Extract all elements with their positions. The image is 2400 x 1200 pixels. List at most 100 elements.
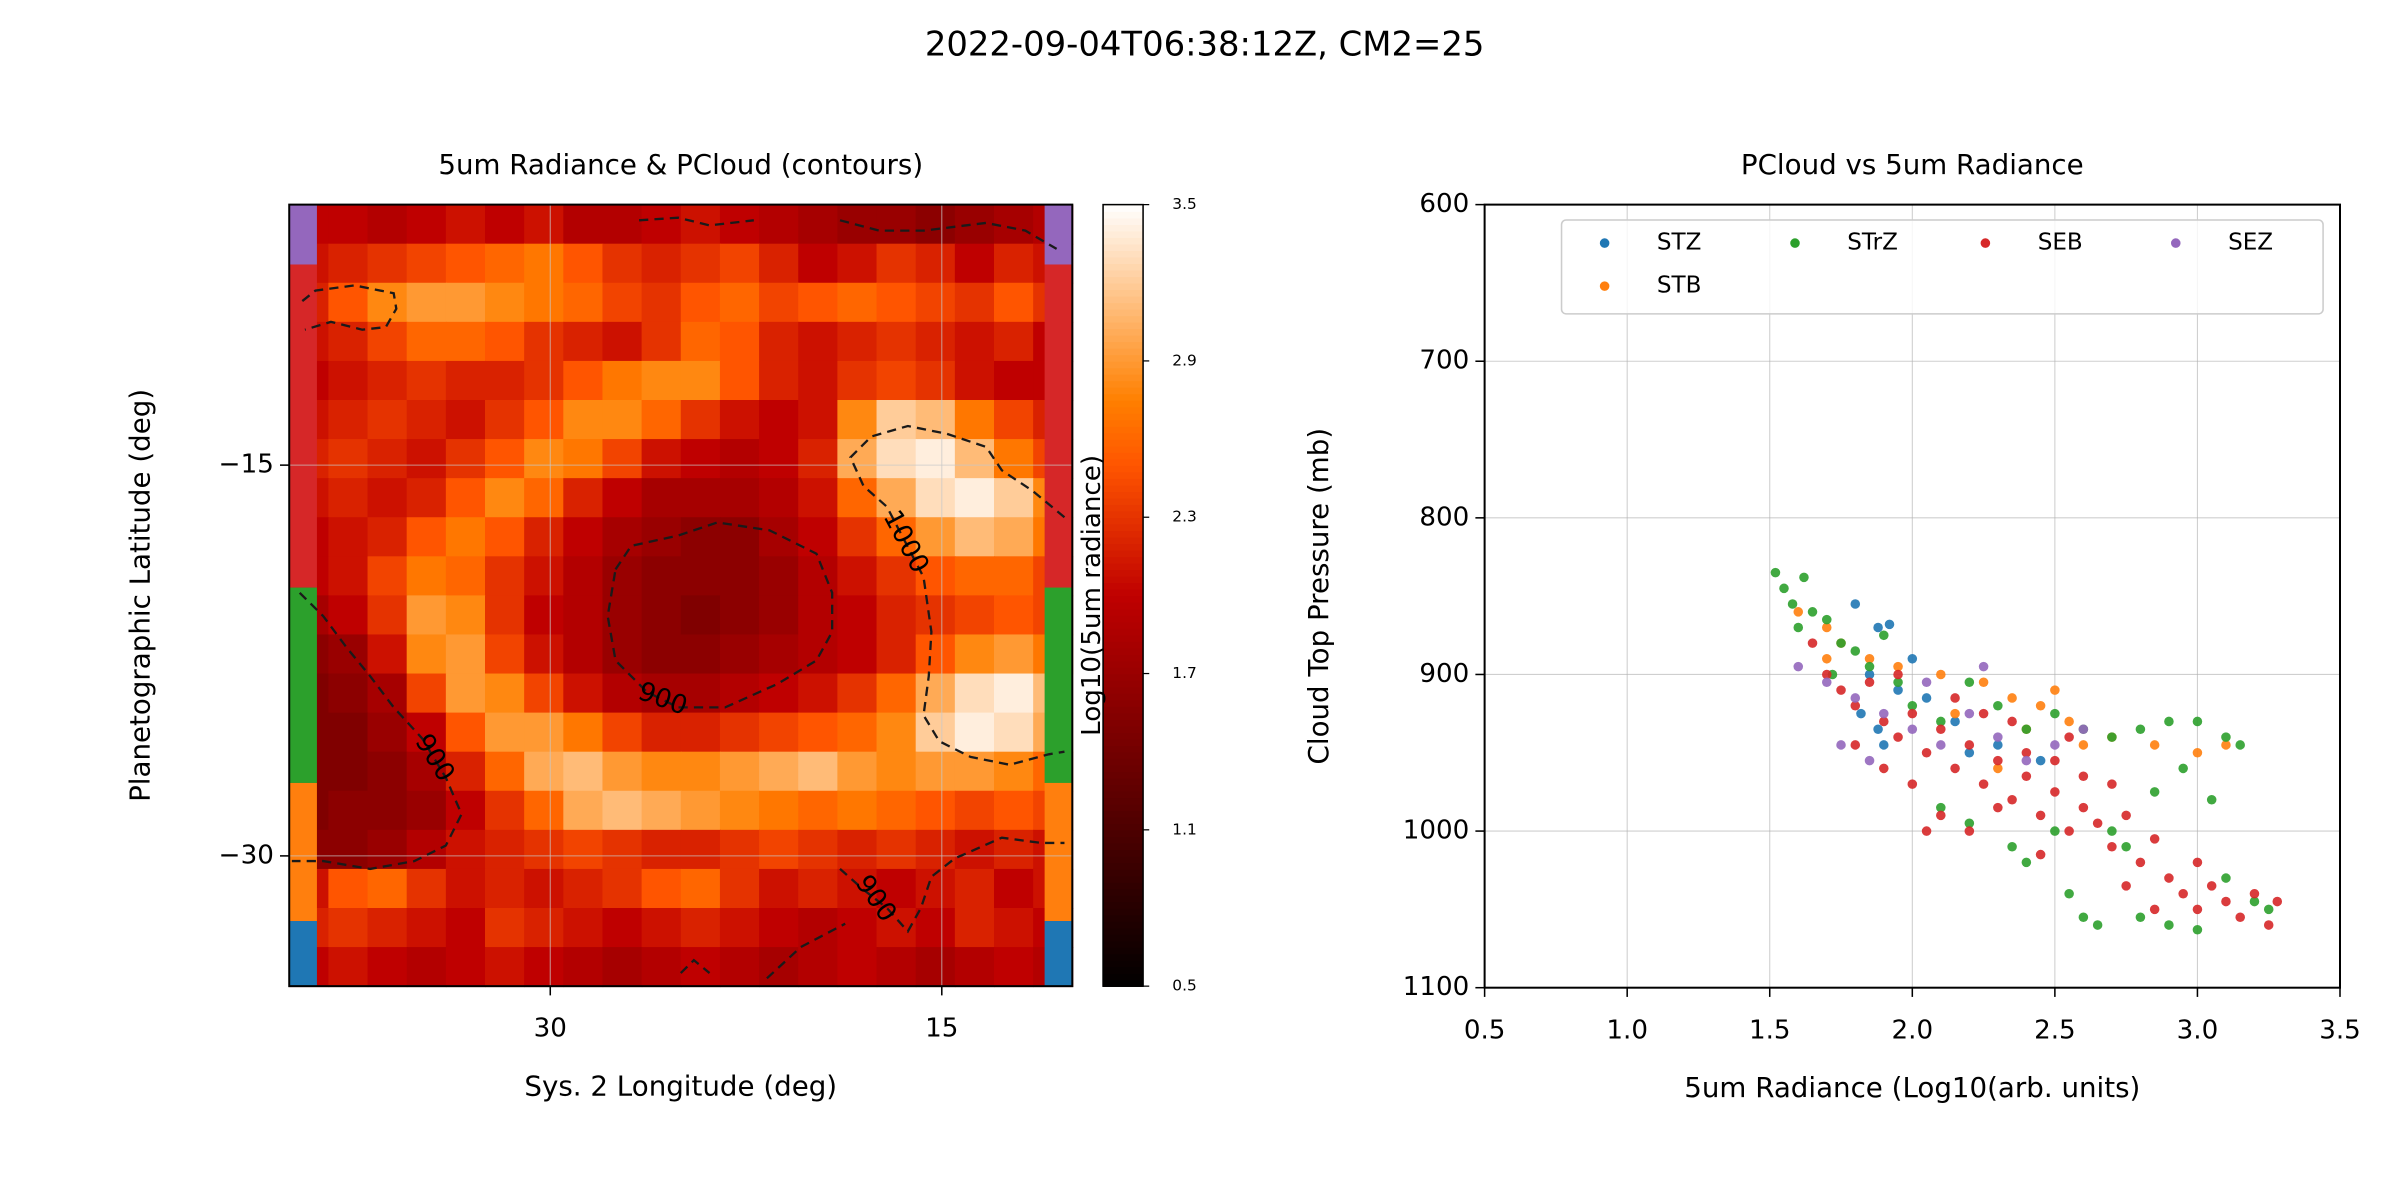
zone-strip	[1044, 782, 1073, 922]
heatmap-cell	[524, 634, 565, 675]
heatmap-cell	[406, 790, 447, 831]
scatter-point	[2007, 841, 2017, 852]
scatter-point	[1993, 763, 2003, 774]
heatmap-cell	[524, 868, 565, 909]
colorbar-slice	[1103, 465, 1144, 473]
heatmap-cell	[602, 751, 643, 792]
heatmap-cell	[680, 282, 721, 323]
x-tick-label: 0.5	[1464, 1015, 1506, 1045]
colorbar-slice	[1103, 523, 1144, 532]
scatter-point	[2107, 841, 2117, 852]
scatter-point	[1936, 669, 1946, 680]
scatter-point	[1779, 583, 1789, 594]
heatmap-cell	[798, 595, 839, 636]
scatter-point	[1964, 748, 1975, 758]
heatmap-cell	[485, 360, 526, 401]
heatmap-cell	[759, 439, 800, 480]
colorbar-slice	[1103, 452, 1144, 460]
heatmap-cell	[915, 517, 956, 558]
legend-marker	[1599, 281, 1610, 291]
heatmap-cell	[485, 204, 526, 245]
scatter-point	[2107, 732, 2117, 742]
heatmap-cell	[485, 478, 526, 519]
heatmap-cell	[798, 243, 839, 284]
scatter-point	[2221, 732, 2231, 742]
heatmap-cell	[798, 517, 839, 558]
scatter-point	[1850, 701, 1861, 711]
colorbar-slice	[1103, 237, 1144, 245]
scatter-point	[1936, 740, 1946, 750]
heatmap-cell	[485, 829, 526, 870]
heatmap-cell	[485, 634, 526, 675]
heatmap-cell	[641, 517, 682, 558]
heatmap-cell	[641, 868, 682, 909]
heatmap-cell	[406, 829, 447, 870]
heatmap-cell	[798, 908, 839, 948]
heatmap-cell	[993, 908, 1035, 948]
colorbar-slice	[1103, 868, 1144, 877]
heatmap-cell	[485, 556, 526, 597]
heatmap-cell	[563, 321, 604, 362]
heatmap-cell	[719, 751, 760, 792]
scatter-point	[2107, 826, 2117, 836]
colorbar-slice	[1103, 842, 1144, 851]
scatter-point	[1893, 661, 1903, 672]
heatmap-cell	[876, 868, 917, 909]
heatmap-cell	[876, 517, 917, 558]
legend-marker	[2171, 238, 2181, 248]
heatmap-cell	[641, 400, 682, 440]
colorbar-slice	[1103, 862, 1144, 870]
heatmap-cell	[680, 829, 721, 870]
heatmap-cell	[602, 947, 643, 988]
scatter-point	[1864, 661, 1875, 672]
scatter-point	[1864, 677, 1875, 688]
heatmap-cell	[367, 634, 408, 675]
heatmap-cell	[837, 360, 878, 401]
colorbar-slice	[1103, 595, 1144, 603]
heatmap-cell	[798, 712, 839, 753]
zone-strip	[1044, 204, 1073, 265]
heatmap-cell	[876, 282, 917, 323]
colorbar-slice	[1103, 478, 1144, 486]
scatter-point	[2078, 802, 2089, 813]
heatmap-cell	[445, 868, 486, 909]
scatter-point	[2064, 732, 2074, 742]
heatmap-cell	[563, 360, 604, 401]
heatmap-cell	[445, 243, 486, 284]
scatter-point	[1993, 802, 2003, 813]
heatmap-cell	[563, 439, 604, 480]
heatmap-cell	[328, 556, 369, 597]
x-tick-label: 1.5	[1749, 1015, 1791, 1045]
scatter-point	[1787, 599, 1798, 609]
heatmap-cell	[641, 790, 682, 831]
heatmap-cell	[719, 868, 760, 909]
scatter-point	[1822, 669, 1832, 680]
heatmap-cell	[680, 243, 721, 284]
colorbar-slice	[1103, 536, 1144, 545]
scatter-point	[1850, 740, 1861, 750]
scatter-point	[1807, 638, 1818, 648]
heatmap-cell	[954, 478, 995, 519]
colorbar-slice	[1103, 621, 1144, 629]
colorbar-slice	[1103, 393, 1144, 401]
colorbar-tick-label: 2.9	[1172, 351, 1196, 369]
colorbar-slice	[1103, 588, 1144, 597]
heatmap-cell	[563, 947, 604, 988]
heatmap-cell	[641, 478, 682, 519]
colorbar-slice	[1103, 673, 1144, 681]
heatmap-cell	[954, 517, 995, 558]
colorbar-slice	[1103, 289, 1144, 297]
heatmap-cell	[993, 790, 1035, 831]
heatmap-cell	[798, 634, 839, 675]
heatmap-cell	[876, 204, 917, 245]
scatter-point	[2272, 896, 2283, 907]
heatmap-cell	[915, 595, 956, 636]
scatter-point	[1793, 661, 1804, 672]
colorbar-slice	[1103, 256, 1144, 264]
figure-title: 2022-09-04T06:38:12Z, CM2=25	[925, 25, 1485, 64]
heatmap-cell	[563, 712, 604, 753]
heatmap-cell	[876, 790, 917, 831]
scatter-point	[2192, 748, 2203, 758]
